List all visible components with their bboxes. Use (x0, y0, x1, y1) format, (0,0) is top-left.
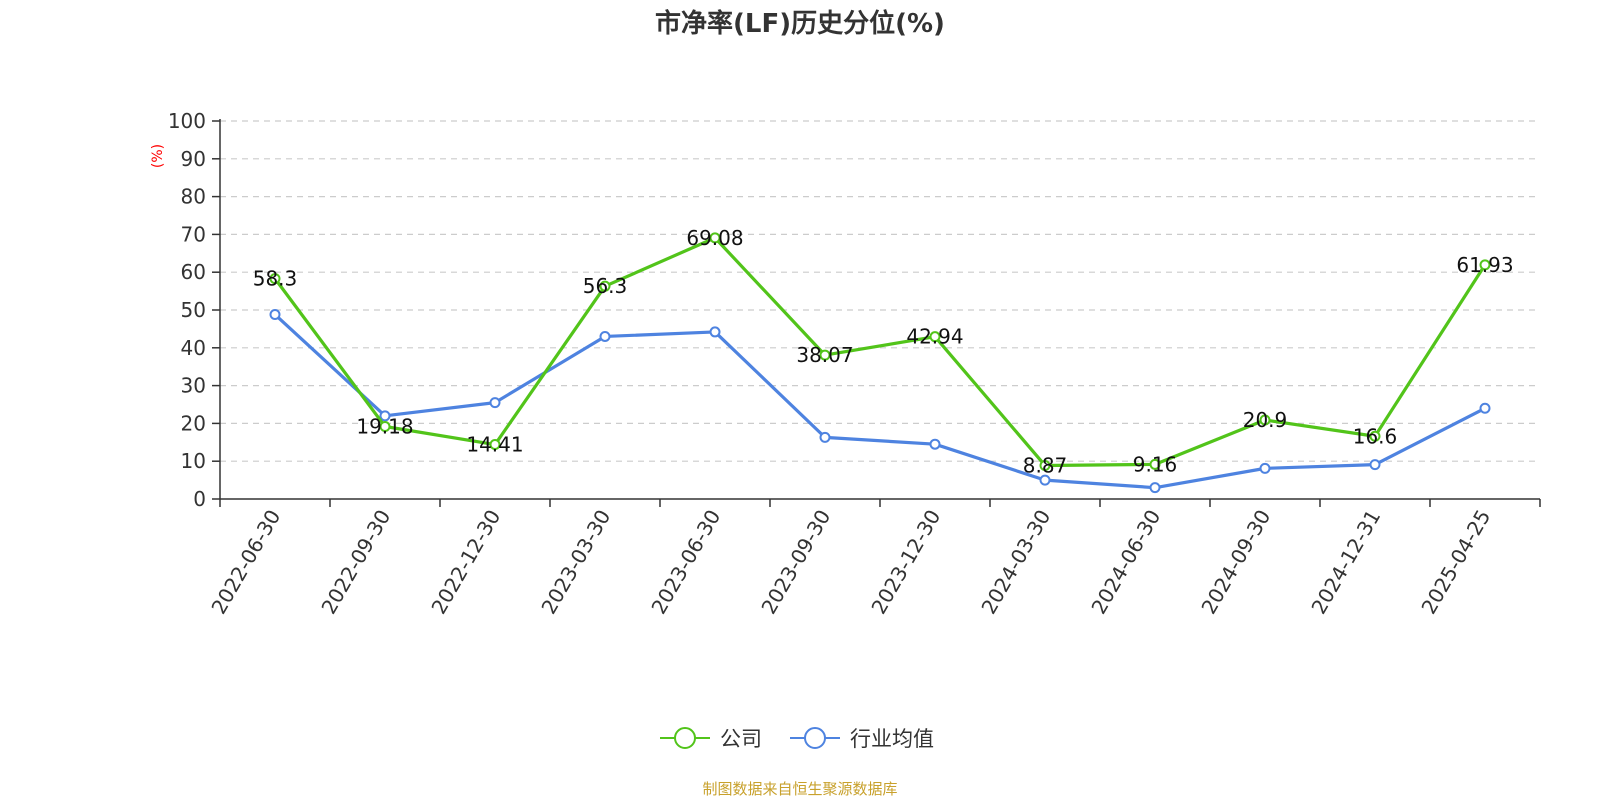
point-行业均值-2022-09-30 (379, 410, 391, 422)
y-tick-label-80: 80 (181, 185, 206, 209)
point-公司-2023-03-30 (599, 280, 611, 292)
point-行业均值-2023-06-30 (709, 326, 721, 338)
point-公司-2023-12-30 (929, 331, 941, 343)
data-label-2025-04-25: 61.93 (1456, 253, 1513, 277)
data-label-2023-06-30: 69.08 (686, 226, 743, 250)
x-tick-label-2023-03-30: 2023-03-30 (536, 506, 615, 619)
x-tick-label-2023-12-30: 2023-12-30 (866, 506, 945, 619)
y-axis-label: (%) (150, 144, 166, 168)
data-label-2023-12-30: 42.94 (906, 325, 963, 349)
x-tick-labels: 2022-06-30 2022-09-30 2022-12-30 2023-03-30… (206, 499, 1541, 619)
chart-title: 市净率(LF)历史分位(%) (655, 8, 945, 39)
legend-item-行业均值: 行业均值 (790, 727, 934, 751)
data-labels: 58.3 19.18 14.41 56.3 69.08 38.07 42.94 8.87 9.1… (253, 226, 1514, 478)
data-label-2023-09-30: 38.07 (796, 343, 853, 367)
y-tick-label-60: 60 (181, 260, 206, 284)
point-行业均值-2024-12-31 (1369, 459, 1381, 471)
legend-item-公司: 公司 (660, 727, 762, 751)
point-行业均值-2025-04-25 (1479, 402, 1491, 414)
y-tick-label-0: 0 (193, 487, 206, 511)
x-tick-label-2023-09-30: 2023-09-30 (756, 506, 835, 619)
y-tick-label-40: 40 (181, 336, 206, 360)
series-group (269, 232, 1491, 494)
y-tick-label-90: 90 (181, 147, 206, 171)
source-note: 制图数据来自恒生聚源数据库 (702, 780, 897, 798)
y-tick-label-30: 30 (181, 374, 206, 398)
point-公司-2022-12-30 (489, 439, 501, 451)
point-公司-2023-06-30 (709, 232, 721, 244)
data-label-2024-09-30: 20.9 (1243, 408, 1288, 432)
legend-marker-行业均值 (804, 727, 826, 749)
point-行业均值-2024-06-30 (1149, 482, 1161, 494)
y-tick-label-20: 20 (181, 411, 206, 435)
point-行业均值-2023-09-30 (819, 431, 831, 443)
x-tick-label-2024-09-30: 2024-09-30 (1196, 506, 1275, 619)
point-公司-2025-04-25 (1479, 259, 1491, 271)
data-label-2024-06-30: 9.16 (1133, 452, 1178, 476)
point-公司-2023-09-30 (819, 349, 831, 361)
data-label-2022-12-30: 14.41 (466, 433, 523, 457)
x-tick-label-2025-04-25: 2025-04-25 (1416, 506, 1495, 619)
x-tick-label-2023-06-30: 2023-06-30 (646, 506, 725, 619)
point-行业均值-2022-06-30 (269, 309, 281, 321)
x-tick-label-2022-06-30: 2022-06-30 (206, 506, 285, 619)
y-tick-label-70: 70 (181, 222, 206, 246)
x-tick-label-2024-12-31: 2024-12-31 (1306, 506, 1385, 619)
point-行业均值-2023-12-30 (929, 438, 941, 450)
data-label-2022-06-30: 58.3 (253, 267, 298, 291)
data-label-2024-03-30: 8.87 (1023, 453, 1068, 477)
y-tick-label-100: 100 (168, 109, 206, 133)
point-公司-2024-09-30 (1259, 414, 1271, 426)
point-公司-2024-06-30 (1149, 458, 1161, 470)
y-tick-labels: 0 10 20 30 40 50 60 70 80 90 100 (168, 109, 220, 511)
y-tick-label-10: 10 (181, 449, 206, 473)
point-行业均值-2023-03-30 (599, 330, 611, 342)
x-tick-label-2024-03-30: 2024-03-30 (976, 506, 1055, 619)
x-tick-label-2022-09-30: 2022-09-30 (316, 506, 395, 619)
point-行业均值-2024-03-30 (1039, 474, 1051, 486)
point-公司-2022-09-30 (379, 420, 391, 432)
point-行业均值-2022-12-30 (489, 397, 501, 409)
x-tick-label-2022-12-30: 2022-12-30 (426, 506, 505, 619)
point-行业均值-2024-09-30 (1259, 462, 1271, 474)
legend: 公司 行业均值 (660, 727, 934, 751)
x-tick-label-2024-06-30: 2024-06-30 (1086, 506, 1165, 619)
point-公司-2024-12-31 (1369, 430, 1381, 442)
grid-lines (220, 120, 1540, 462)
point-公司-2024-03-30 (1039, 459, 1051, 471)
data-label-2024-12-31: 16.6 (1353, 424, 1398, 448)
series-line-公司 (273, 236, 1487, 468)
data-label-2023-03-30: 56.3 (583, 274, 628, 298)
legend-marker-公司 (674, 727, 696, 749)
series-line-行业均值 (273, 313, 1486, 490)
point-公司-2022-06-30 (269, 273, 281, 285)
data-label-2022-09-30: 19.18 (356, 414, 413, 438)
legend-label-行业均值: 行业均值 (850, 727, 934, 751)
legend-label-公司: 公司 (720, 727, 762, 751)
y-tick-label-50: 50 (181, 298, 206, 322)
